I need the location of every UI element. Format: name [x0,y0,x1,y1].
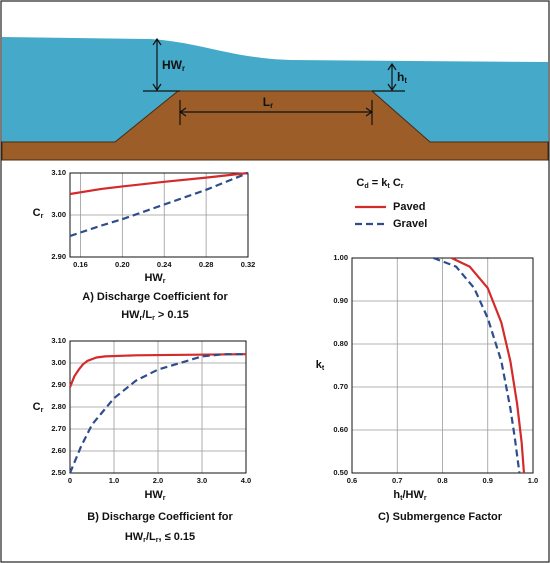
x-tick-label: 0.28 [199,260,214,269]
y-tick-label: 2.90 [51,252,66,261]
y-tick-label: 2.60 [51,446,66,455]
text-part: C [33,401,41,413]
plot-frame [69,172,249,258]
subscript: r [156,536,159,544]
y-tick-label: 3.00 [51,358,66,367]
series-line [69,171,249,238]
x-tick-label: 3.0 [197,476,207,485]
subscript: r [143,536,146,544]
dimension-lines [143,37,405,125]
y-tick-label: 2.90 [51,380,66,389]
subscript: r [41,212,44,220]
series-line [68,353,247,388]
x-tick-label: 0.32 [241,260,256,269]
x-tick-label: 0.16 [73,260,88,269]
text-part: HW [162,58,183,72]
lr-label: Lr [263,95,273,110]
caption: B) Discharge Coefficient for [87,511,233,523]
text-part: h [397,70,404,84]
y-tick-label: 3.10 [51,168,66,177]
x-axis-label: ht/HWr [393,489,427,502]
text-part: C [356,177,364,189]
y-tick-label: 0.80 [333,339,348,348]
x-tick-label: 0.20 [115,260,130,269]
y-tick-label: 3.10 [51,336,66,345]
subscript: t [400,494,403,502]
plot-frame [351,257,534,474]
formula: Cd = kt Cr [356,177,403,190]
y-axis-label: Cr [33,207,44,220]
x-tick-label: 0.8 [437,476,447,485]
ht-label: ht [397,70,407,85]
legend-label: Paved [393,201,425,213]
x-axis-label: HWr [144,489,165,502]
subscript: r [41,406,44,414]
x-tick-label: 0.24 [157,260,172,269]
text-part: , ≤ 0.15 [159,531,196,543]
text-part: C [33,207,41,219]
text-part: C) Submergence Factor [378,511,503,523]
text-part: A) Discharge Coefficient for [82,291,228,303]
y-tick-label: 1.00 [333,253,348,262]
series-line [433,256,521,474]
text-part: C [390,177,401,189]
embankment [1,90,549,161]
x-tick-label: 0 [68,476,72,485]
plot-frame [69,340,247,474]
x-tick-label: 0.7 [392,476,402,485]
subscript: r [270,101,273,110]
subscript: r [140,314,143,322]
subscript: r [163,277,166,285]
x-tick-label: 0.9 [483,476,493,485]
text-part: /L [146,531,156,543]
y-tick-label: 0.90 [333,296,348,305]
text-part: k [316,359,323,371]
y-axis-label: kt [316,359,325,372]
subscript: t [322,364,325,372]
text-part: HW [125,531,144,543]
y-tick-label: 0.70 [333,382,348,391]
y-tick-label: 3.00 [51,210,66,219]
x-axis-label: HWr [144,272,165,285]
series-line [451,257,526,474]
subscript: r [424,494,427,502]
x-tick-label: 0.6 [347,476,357,485]
hw-label: HWr [162,58,185,73]
text-part: /L [142,309,152,321]
text-part: L [263,95,270,109]
subscript: r [163,494,166,502]
x-tick-label: 1.0 [109,476,119,485]
text-part: /HW [402,489,424,501]
x-tick-label: 4.0 [241,476,251,485]
text-part: HW [144,489,163,501]
caption: A) Discharge Coefficient for [82,291,228,303]
y-tick-label: 2.80 [51,402,66,411]
x-tick-label: 1.0 [528,476,538,485]
y-tick-label: 2.50 [51,468,66,477]
text-part: > 0.15 [155,309,189,321]
caption: HWr/Lr > 0.15 [121,309,189,322]
text-part: = k [369,177,389,189]
y-axis-label: Cr [33,401,44,414]
series-line [69,171,249,196]
y-tick-label: 0.50 [333,468,348,477]
text-part: HW [121,309,140,321]
subscript: t [387,182,390,190]
text-part: B) Discharge Coefficient for [87,511,233,523]
y-tick-label: 0.60 [333,425,348,434]
y-tick-label: 2.70 [51,424,66,433]
text-part: h [393,489,400,501]
x-tick-label: 2.0 [153,476,163,485]
caption: C) Submergence Factor [378,511,503,523]
subscript: t [404,76,407,85]
legend-label: Gravel [393,218,427,230]
text-part: HW [144,272,163,284]
subscript: d [364,182,368,190]
subscript: r [182,64,185,73]
subscript: r [401,182,404,190]
subscript: r [152,314,155,322]
caption: HWr/Lr, ≤ 0.15 [125,531,195,544]
